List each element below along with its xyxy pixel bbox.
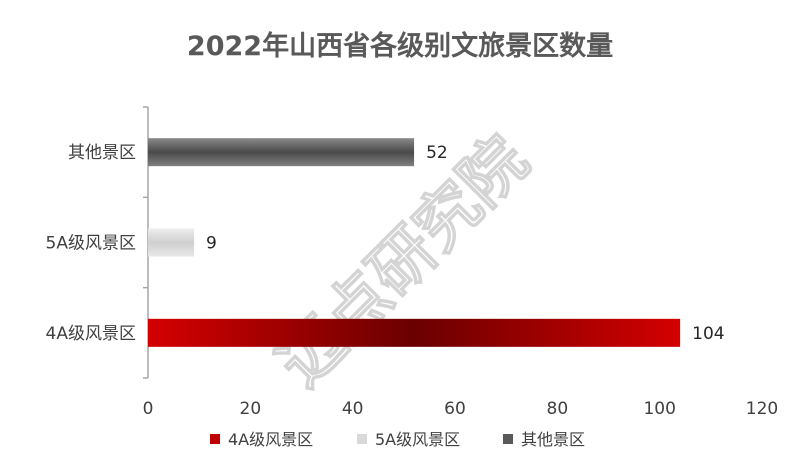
x-tick-label: 120 [746,399,778,419]
x-tick-label: 100 [643,399,675,419]
bar-2 [148,318,681,347]
legend-label: 5A级风景区 [375,430,460,449]
data-label: 52 [426,143,448,163]
legend-label: 4A级风景区 [228,430,313,449]
data-label: 9 [206,234,217,254]
x-tick-label: 80 [547,399,569,419]
x-tick-label: 0 [143,399,154,419]
legend-label: 其他景区 [521,430,585,449]
category-label: 4A级风景区 [46,324,136,344]
chart-title: 2022年山西省各级别文旅景区数量 [187,30,613,62]
bar-1 [148,228,195,257]
plot-area: 其他景区 52 5A级风景区 9 4A级风景区 104 0 20 40 60 80 100 120 [46,106,778,419]
x-tick-label: 40 [342,399,364,419]
x-tick-label: 20 [240,399,262,419]
category-label: 5A级风景区 [46,234,136,254]
legend-swatch [210,434,220,444]
legend-swatch [357,434,367,444]
data-label: 104 [692,324,724,344]
bar-0 [148,138,415,167]
legend-swatch [503,434,513,444]
category-label: 其他景区 [68,143,136,163]
legend: 4A级风景区 5A级风景区 其他景区 [210,430,585,449]
x-tick-label: 60 [444,399,466,419]
